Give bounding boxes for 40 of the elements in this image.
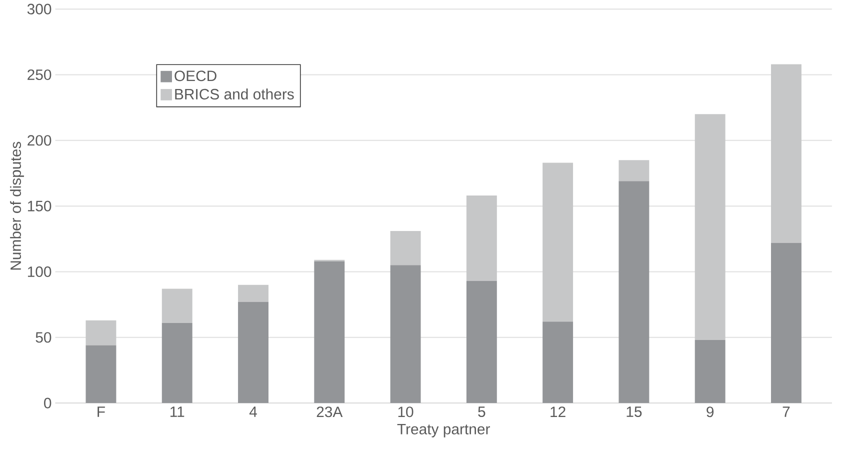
- y-tick-label: 250: [28, 69, 52, 80]
- bar: [618, 160, 650, 182]
- x-tick-label: 7: [782, 406, 790, 417]
- bar: [390, 230, 421, 266]
- legend-label: OECD: [174, 70, 216, 82]
- bar: [694, 340, 726, 404]
- x-tick-label: 11: [170, 406, 184, 417]
- y-tick-label: 50: [36, 332, 52, 343]
- x-tick-label: 10: [398, 406, 414, 418]
- bar: [694, 114, 726, 340]
- bar: [238, 284, 268, 302]
- y-tick-label: 150: [28, 200, 52, 212]
- bar: [162, 288, 192, 323]
- bar: [466, 280, 497, 404]
- bar: [314, 261, 345, 404]
- x-axis-title: Treaty partner: [397, 424, 490, 438]
- bar: [238, 302, 268, 404]
- bar: [86, 345, 116, 404]
- x-tick-label: 4: [249, 406, 257, 417]
- legend-label: BRICS and others: [175, 88, 294, 100]
- bar: [162, 322, 192, 404]
- x-tick-label: 5: [478, 406, 486, 417]
- y-axis-title: Number of disputes: [10, 142, 24, 270]
- x-tick-label: 23A: [316, 406, 343, 418]
- y-tick-label: 100: [28, 266, 52, 277]
- bar: [86, 320, 116, 346]
- y-tick-label: 200: [28, 135, 52, 146]
- x-tick-label: 9: [706, 406, 714, 418]
- bar: [771, 242, 802, 404]
- bar: [618, 181, 650, 404]
- bar: [390, 265, 421, 404]
- bar: [771, 64, 802, 243]
- bar: [542, 322, 574, 404]
- bar: [466, 196, 497, 281]
- y-tick-label: 300: [27, 4, 52, 14]
- x-tick-label: 15: [626, 406, 642, 417]
- x-tick-label: F: [98, 406, 105, 417]
- x-tick-label: 12: [550, 406, 566, 417]
- y-tick-label: 0: [44, 398, 52, 408]
- bar: [542, 162, 574, 322]
